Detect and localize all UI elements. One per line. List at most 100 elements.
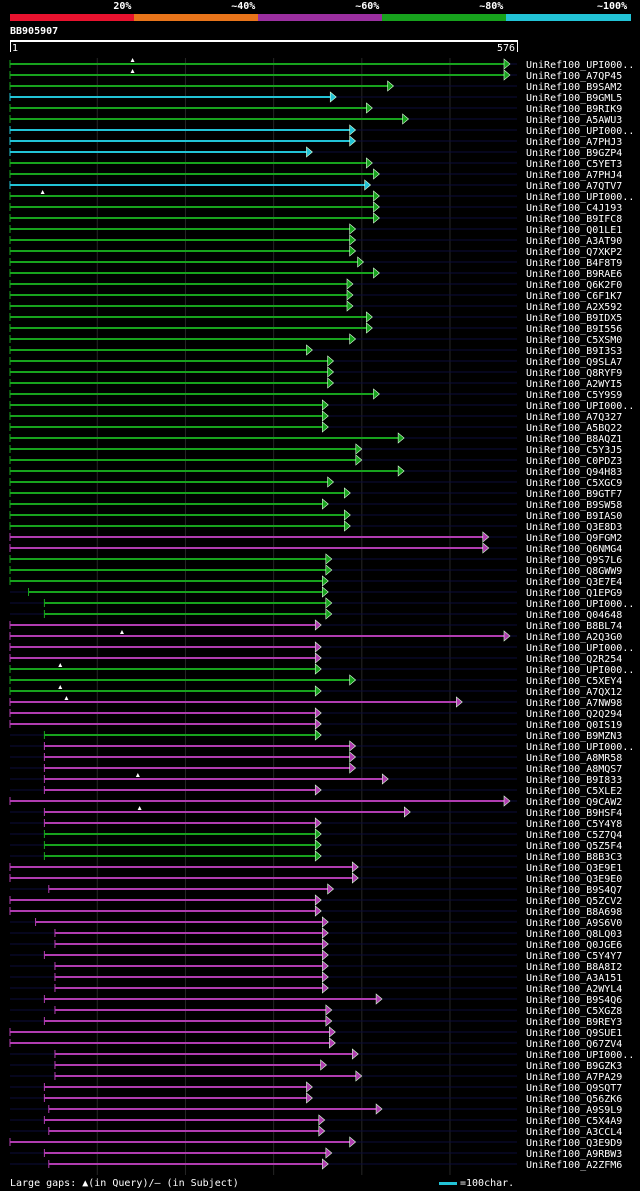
hit-arrow xyxy=(322,498,329,510)
hit-label: UniRef100_A5AWU3 xyxy=(526,115,622,126)
hit-arrow xyxy=(320,1059,328,1071)
hit-arrow xyxy=(344,520,351,532)
hit-label: UniRef100_A2WYL4 xyxy=(526,984,622,995)
hit-arrow xyxy=(327,476,335,488)
hit-arrow xyxy=(325,564,333,576)
hit-label: UniRef100_A3A151 xyxy=(526,973,622,984)
hit-label: UniRef100_A9S9L9 xyxy=(526,1105,622,1116)
hit-arrow xyxy=(322,971,329,983)
hit-label: UniRef100_B4F8T9 xyxy=(526,258,622,269)
hit-arrow xyxy=(322,1158,329,1170)
hit-label: UniRef100_B9SW58 xyxy=(526,500,622,511)
hit-label: UniRef100_UPI000.. xyxy=(526,192,634,203)
hit-label: UniRef100_A7QTV7 xyxy=(526,181,622,192)
hit-label: UniRef100_Q3E9E0 xyxy=(526,874,622,885)
hit-arrow xyxy=(314,729,322,741)
hit-label: UniRef100_C5XLE2 xyxy=(526,786,622,797)
hit-arrow xyxy=(325,1004,333,1016)
hit-arrow xyxy=(327,355,335,367)
legend-label: 20% xyxy=(113,1,132,12)
ruler-end-label: 576 xyxy=(497,43,516,54)
hit-label: UniRef100_Q7XKP2 xyxy=(526,247,622,258)
hit-arrow xyxy=(349,223,357,235)
hit-arrow xyxy=(327,883,335,895)
hit-label: UniRef100_Q0JGE6 xyxy=(526,940,622,951)
hit-arrow xyxy=(322,960,329,972)
hit-arrow xyxy=(349,1136,357,1148)
hit-arrow xyxy=(351,872,359,884)
hit-arrow xyxy=(503,69,511,81)
ruler-start-label: 1 xyxy=(12,43,19,54)
hit-label: UniRef100_Q6NMG4 xyxy=(526,544,622,555)
hit-arrow xyxy=(306,1081,313,1093)
hit-label: UniRef100_B9GML5 xyxy=(526,93,622,104)
hit-label: UniRef100_A2WYI5 xyxy=(526,379,622,390)
legend-label: ~40% xyxy=(231,1,256,12)
hit-arrow xyxy=(318,1125,326,1137)
hit-label: UniRef100_Q8RYF9 xyxy=(526,368,622,379)
hit-arrow xyxy=(314,652,322,664)
hit-label: UniRef100_UPI000.. xyxy=(526,60,634,71)
query-ruler xyxy=(10,40,518,42)
hit-label: UniRef100_C5XGC9 xyxy=(526,478,622,489)
hit-label: UniRef100_C6F1K7 xyxy=(526,291,622,302)
query-gap-mark xyxy=(64,696,69,700)
hit-label: UniRef100_A7Q327 xyxy=(526,412,622,423)
hit-arrow xyxy=(325,1015,333,1027)
hit-label: UniRef100_A8MR58 xyxy=(526,753,622,764)
hit-arrow xyxy=(344,509,351,521)
hit-arrow xyxy=(373,212,380,224)
hit-arrow xyxy=(322,410,329,422)
hit-arrow xyxy=(322,982,329,994)
hit-label: UniRef100_C5Z7Q4 xyxy=(526,830,622,841)
hit-label: UniRef100_A7PHJ3 xyxy=(526,137,622,148)
hit-arrow xyxy=(366,157,373,169)
query-gap-mark xyxy=(40,190,45,194)
hit-label: UniRef100_C4J193 xyxy=(526,203,622,214)
hit-label: UniRef100_C5XGZ8 xyxy=(526,1006,622,1017)
scale-bar xyxy=(439,1182,457,1185)
hit-label: UniRef100_B9IFC8 xyxy=(526,214,622,225)
hit-label: UniRef100_B9S4Q7 xyxy=(526,885,622,896)
hit-label: UniRef100_Q3E9E1 xyxy=(526,863,622,874)
gaps-legend-text: Large gaps: ▲(in Query)/– (in Subject) xyxy=(10,1178,239,1189)
hit-label: UniRef100_Q9FGM2 xyxy=(526,533,622,544)
hit-arrow xyxy=(322,421,329,433)
hit-label: UniRef100_A5BQ22 xyxy=(526,423,622,434)
hit-arrow xyxy=(327,377,335,389)
hit-arrow xyxy=(349,333,357,345)
hit-arrow xyxy=(349,762,357,774)
hit-label: UniRef100_C5YET3 xyxy=(526,159,622,170)
hit-arrow xyxy=(346,300,354,312)
hit-arrow xyxy=(329,91,337,103)
hit-label: UniRef100_C5Y4Y7 xyxy=(526,951,622,962)
hit-label: UniRef100_B9RAE6 xyxy=(526,269,622,280)
hit-arrow xyxy=(364,179,372,191)
hit-arrow xyxy=(366,102,373,114)
hit-arrow xyxy=(314,619,322,631)
hit-label: UniRef100_B9REY3 xyxy=(526,1017,622,1028)
hit-label: UniRef100_Q0IS19 xyxy=(526,720,622,731)
hit-arrow xyxy=(325,553,333,565)
hit-label: UniRef100_A7NW98 xyxy=(526,698,622,709)
hit-arrow xyxy=(349,751,357,763)
hit-arrow xyxy=(482,542,490,554)
hit-arrow xyxy=(355,454,363,466)
hit-arrow xyxy=(349,124,357,136)
hit-arrow xyxy=(346,289,354,301)
hit-label: UniRef100_Q3E7E4 xyxy=(526,577,622,588)
hit-arrow xyxy=(349,234,357,246)
hit-arrow xyxy=(327,366,335,378)
hit-label: UniRef100_UPI000.. xyxy=(526,401,634,412)
hit-arrow xyxy=(322,575,329,587)
hit-label: UniRef100_C5X4A9 xyxy=(526,1116,622,1127)
hit-label: UniRef100_C0PDZ3 xyxy=(526,456,622,467)
hit-arrow xyxy=(351,1048,359,1060)
query-gap-mark xyxy=(130,58,135,62)
hit-label: UniRef100_B9IAS0 xyxy=(526,511,622,522)
hit-label: UniRef100_Q67ZV4 xyxy=(526,1039,622,1050)
hit-arrow xyxy=(346,278,354,290)
hit-label: UniRef100_C5Y3J5 xyxy=(526,445,622,456)
hit-arrow xyxy=(357,256,365,268)
hit-label: UniRef100_Q9S7L6 xyxy=(526,555,622,566)
